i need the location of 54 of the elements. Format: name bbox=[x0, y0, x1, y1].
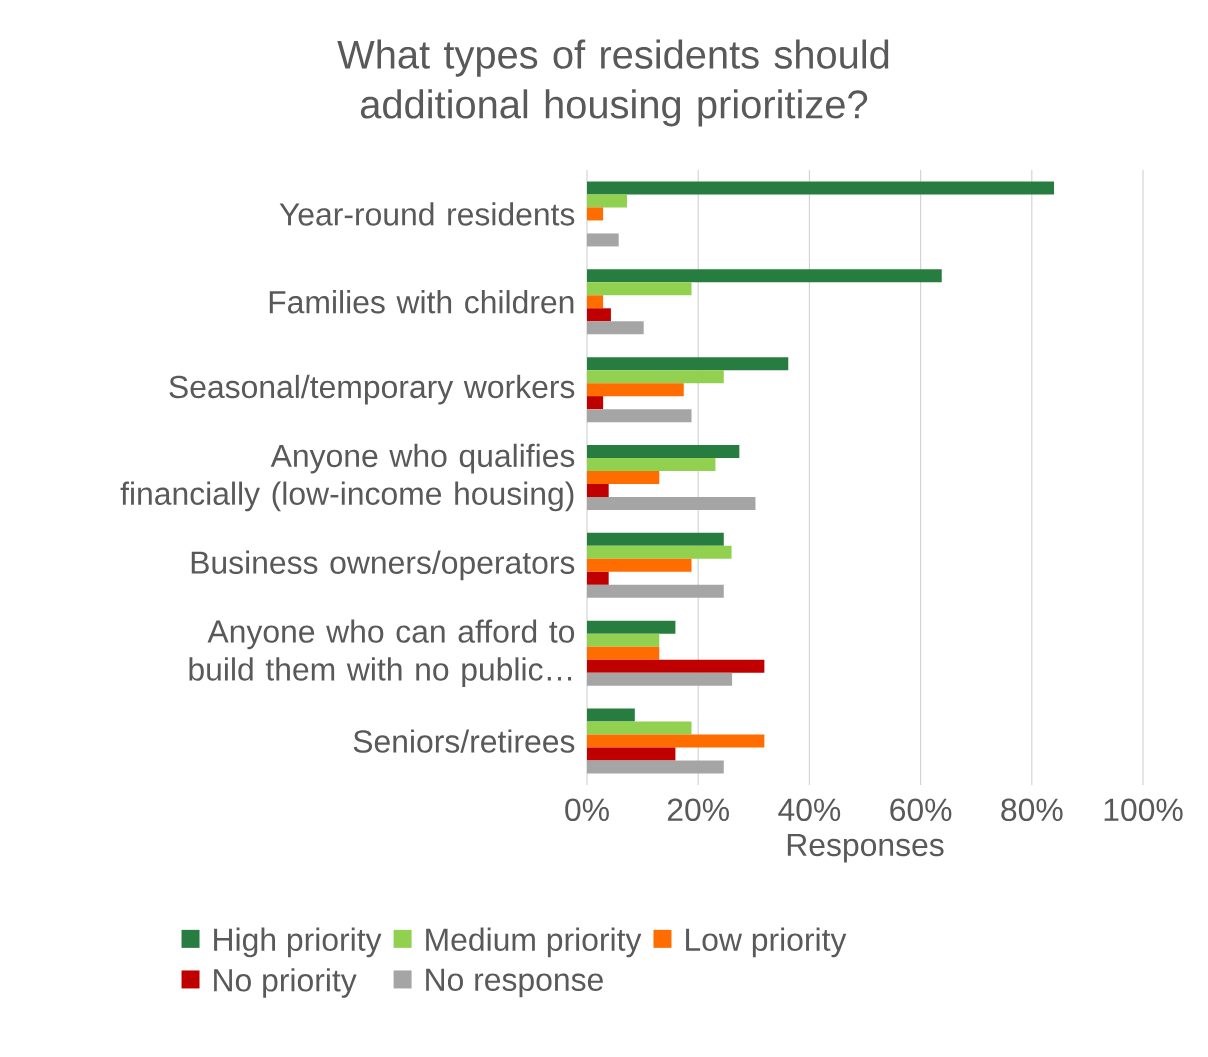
bar bbox=[587, 633, 660, 647]
bar bbox=[587, 269, 942, 283]
bar bbox=[587, 760, 724, 774]
bar bbox=[587, 396, 604, 410]
legend-label: Low priority bbox=[686, 927, 847, 958]
legend-label: No response bbox=[426, 968, 603, 998]
x-tick-label: 20% bbox=[667, 798, 729, 822]
y-tick-label: Year-round residents bbox=[279, 202, 575, 226]
bar bbox=[587, 532, 724, 546]
x-tick-label: 80% bbox=[1001, 798, 1063, 822]
bar bbox=[587, 194, 628, 208]
bar bbox=[587, 458, 716, 472]
bar bbox=[587, 620, 676, 634]
bar bbox=[587, 672, 733, 686]
bar bbox=[587, 207, 604, 221]
bar bbox=[587, 646, 660, 660]
bar bbox=[587, 659, 765, 673]
bar bbox=[587, 181, 1055, 195]
y-tick-label: Business owners/operators bbox=[191, 550, 575, 581]
legend-label: High priority bbox=[214, 927, 382, 958]
x-axis-title: Responses bbox=[787, 833, 944, 863]
bar bbox=[587, 571, 609, 585]
bar bbox=[587, 409, 692, 423]
chart-title: What types of residents should additional housing prioritize? bbox=[337, 39, 889, 127]
y-tick-label: Seasonal/temporary workers bbox=[169, 374, 575, 405]
bar bbox=[587, 370, 724, 384]
bar bbox=[587, 445, 740, 459]
legend-label: No priority bbox=[214, 968, 357, 998]
bar bbox=[587, 383, 684, 397]
y-tick-label: Anyone who qualifies financially (low-income housing) bbox=[120, 443, 575, 512]
bar bbox=[587, 545, 732, 559]
bar bbox=[587, 308, 611, 322]
bar bbox=[587, 747, 676, 761]
bar bbox=[587, 471, 660, 485]
x-tick-label: 60% bbox=[890, 798, 952, 822]
bar bbox=[587, 584, 724, 598]
y-tick-label: Families with children bbox=[269, 290, 574, 314]
bar bbox=[587, 484, 609, 498]
bar bbox=[587, 721, 692, 735]
bar bbox=[587, 233, 619, 247]
bar bbox=[587, 558, 692, 572]
x-tick-label: 40% bbox=[778, 798, 841, 822]
y-tick-label: Seniors/retirees bbox=[353, 729, 575, 753]
bar bbox=[587, 357, 789, 371]
bar bbox=[587, 321, 644, 335]
bar bbox=[587, 734, 765, 748]
bar bbox=[587, 295, 604, 309]
x-tick-label: 100% bbox=[1104, 798, 1183, 822]
x-tick-label: 0% bbox=[565, 798, 609, 822]
bar bbox=[587, 497, 756, 511]
bar bbox=[587, 282, 692, 296]
bar bbox=[587, 708, 635, 722]
y-tick-label: Anyone who can afford to build them with no public… bbox=[189, 619, 575, 687]
legend-label: Medium priority bbox=[426, 927, 642, 958]
